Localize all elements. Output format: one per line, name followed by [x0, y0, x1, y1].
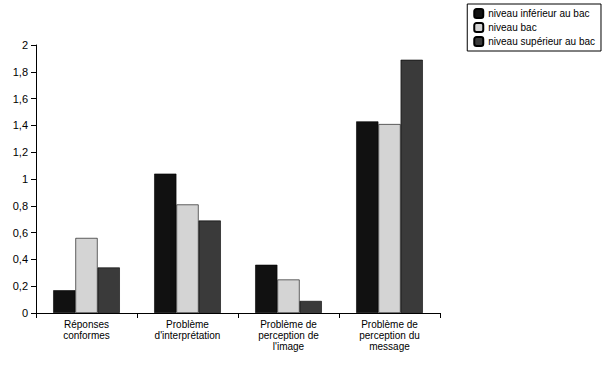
svg-text:Problème: Problème: [166, 319, 209, 330]
svg-text:1,2: 1,2: [13, 146, 28, 158]
svg-text:niveau supérieur au bac: niveau supérieur au bac: [488, 36, 595, 47]
svg-text:perception de: perception de: [258, 330, 319, 341]
svg-text:l'image: l'image: [273, 341, 305, 352]
svg-text:conformes: conformes: [63, 330, 110, 341]
svg-text:0,6: 0,6: [13, 227, 28, 239]
svg-text:0,4: 0,4: [13, 253, 28, 265]
svg-text:1: 1: [22, 173, 28, 185]
svg-text:d'interprétation: d'interprétation: [155, 330, 221, 341]
svg-text:message: message: [369, 341, 410, 352]
svg-text:0,8: 0,8: [13, 200, 28, 212]
svg-text:1,4: 1,4: [13, 119, 28, 131]
svg-text:0: 0: [22, 307, 28, 319]
svg-text:0,2: 0,2: [13, 280, 28, 292]
svg-text:niveau inférieur au bac: niveau inférieur au bac: [488, 8, 589, 19]
svg-text:2: 2: [22, 39, 28, 51]
svg-text:Réponses: Réponses: [64, 319, 109, 330]
svg-text:1,8: 1,8: [13, 66, 28, 78]
svg-text:Problème de: Problème de: [361, 319, 418, 330]
svg-text:1,6: 1,6: [13, 93, 28, 105]
svg-text:niveau bac: niveau bac: [488, 22, 536, 33]
svg-text:Problème de: Problème de: [260, 319, 317, 330]
svg-text:perception du: perception du: [359, 330, 420, 341]
